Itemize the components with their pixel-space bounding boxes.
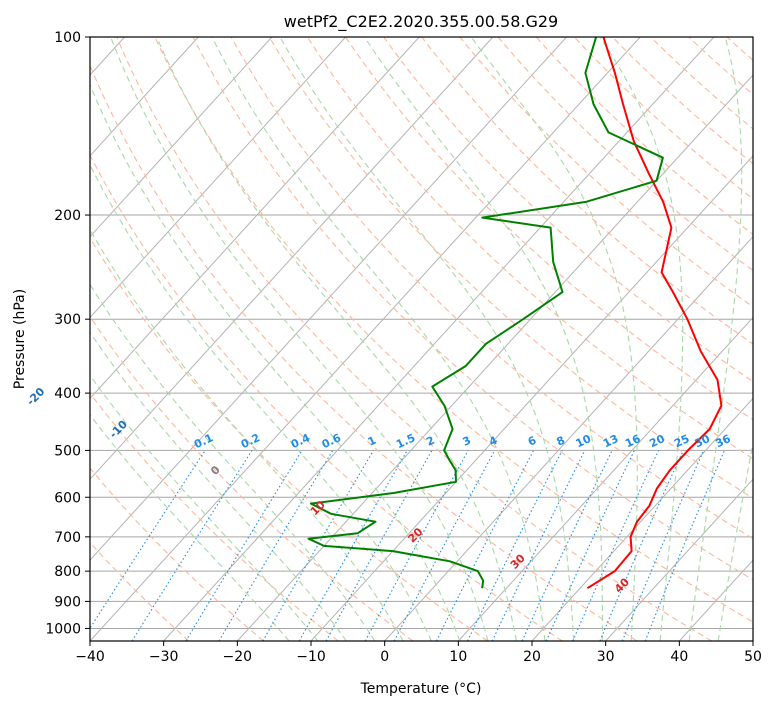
y-tick-label: 900 — [54, 594, 81, 610]
mixing-ratio-line — [325, 450, 433, 641]
moist-adiabat-line — [717, 440, 753, 641]
moist-adiabat-line — [90, 283, 376, 641]
moist-adiabat-line — [364, 37, 603, 641]
moist-adiabat-line — [156, 37, 518, 641]
mixing-ratio-line — [185, 450, 303, 641]
moist-adiabat-line — [90, 83, 461, 641]
isotherm-line — [457, 316, 753, 641]
mixing-ratio-line — [218, 450, 334, 641]
dry-adiabat-line — [230, 37, 753, 540]
isotherm-line — [605, 478, 753, 641]
mixing-ratio-line — [131, 450, 253, 641]
dry-adiabat-line — [573, 37, 753, 200]
isotherm-line — [90, 37, 494, 481]
moist-adiabat-line — [110, 37, 489, 641]
dry-adiabat-line — [154, 37, 753, 623]
mixing-ratio-label: 16 — [623, 432, 643, 450]
y-tick-label: 400 — [54, 386, 81, 402]
x-tick-label: −10 — [296, 649, 326, 665]
plot-frame — [89, 36, 754, 642]
y-tick-label: 300 — [54, 312, 81, 328]
isotherm-line — [384, 235, 753, 641]
x-tick-label: −20 — [223, 649, 253, 665]
isotherm-line — [90, 37, 641, 641]
mixing-ratio-label: 36 — [713, 432, 733, 450]
moist-adiabat-line — [90, 163, 432, 641]
temperature-profile-line — [586, 37, 723, 590]
dry-adiabat-line — [90, 153, 563, 641]
moist-adiabat-line — [90, 331, 347, 641]
y-tick-label: 1000 — [45, 621, 81, 637]
mixing-ratio-line — [491, 450, 586, 641]
dry-adiabat-line — [612, 37, 753, 165]
x-tick-label: 20 — [523, 649, 541, 665]
dry-adiabat-line — [192, 37, 753, 581]
mixing-ratio-line — [545, 450, 635, 641]
profile-lines — [307, 37, 723, 590]
isotherm-line — [163, 37, 715, 641]
dry-adiabat-line — [90, 315, 414, 641]
y-axis-label: Pressure (hPa) — [12, 289, 28, 389]
x-tick-label: 40 — [670, 649, 688, 665]
mixing-ratio-line — [262, 450, 374, 641]
y-tick-label: 700 — [54, 530, 81, 546]
isotherm-line — [236, 74, 753, 641]
isotherm-line — [531, 397, 753, 641]
y-tick-label: 500 — [54, 443, 81, 459]
moist-adiabat-line — [90, 374, 319, 641]
y-tick-label: 100 — [54, 30, 81, 46]
dry-adiabat-line — [306, 37, 753, 460]
mixing-ratio-line — [521, 450, 613, 641]
moist-adiabat-line — [279, 37, 575, 641]
x-tick-label: −30 — [149, 649, 179, 665]
isotherm-line — [90, 37, 567, 561]
mixing-ratio-label: 10 — [574, 432, 594, 450]
y-tick-label: 200 — [54, 208, 81, 224]
moist-adiabat-line — [599, 37, 684, 641]
mixing-ratio-line — [298, 450, 408, 641]
x-axis-label: Temperature (°C) — [360, 681, 482, 697]
background-lines — [90, 37, 753, 641]
mixing-ratio-label: 25 — [672, 432, 691, 450]
mixing-ratio-label: 20 — [647, 432, 667, 450]
x-tick-label: 0 — [380, 649, 389, 665]
chart-title: wetPf2_C2E2.2020.355.00.58.G29 — [284, 12, 558, 32]
dry-adiabat-line — [345, 37, 753, 421]
dry-adiabat-line — [421, 37, 753, 345]
x-tick-label: −40 — [75, 649, 105, 665]
dewpoint-profile-line — [307, 37, 664, 589]
moist-adiabat-line — [470, 37, 638, 641]
x-tick-label: 30 — [597, 649, 615, 665]
mixing-ratio-line — [90, 450, 206, 630]
moist-adiabat-line — [688, 37, 743, 641]
mixing-ratio-line — [467, 450, 563, 641]
mixing-ratio-line — [621, 450, 705, 641]
y-tick-label: 600 — [54, 490, 81, 506]
dry-adiabat-line — [383, 37, 753, 383]
isotherm-line — [90, 37, 199, 157]
isotherm-line — [90, 37, 273, 238]
mixing-ratio-label: 13 — [601, 432, 620, 450]
x-tick-label: 10 — [449, 649, 467, 665]
axes: −40 −30 −20 −10 0 10 20 30 40 50 100 200 300 400 500 60… — [45, 30, 762, 665]
isotherm-line — [90, 37, 346, 319]
moist-adiabat-line — [90, 228, 404, 641]
x-tick-label: 50 — [744, 649, 762, 665]
mixing-ratio-label: 30 — [693, 432, 713, 450]
mixing-ratio-line — [599, 450, 684, 641]
mixing-ratio-line — [572, 450, 660, 641]
dry-adiabat-line — [116, 37, 712, 641]
dry-adiabat-line — [90, 64, 638, 641]
moist-adiabat-line — [211, 37, 546, 641]
isotherm-line — [90, 37, 420, 400]
y-tick-label: 800 — [54, 564, 81, 580]
dry-adiabat-line — [90, 392, 339, 641]
dry-adiabat-line — [535, 37, 753, 236]
